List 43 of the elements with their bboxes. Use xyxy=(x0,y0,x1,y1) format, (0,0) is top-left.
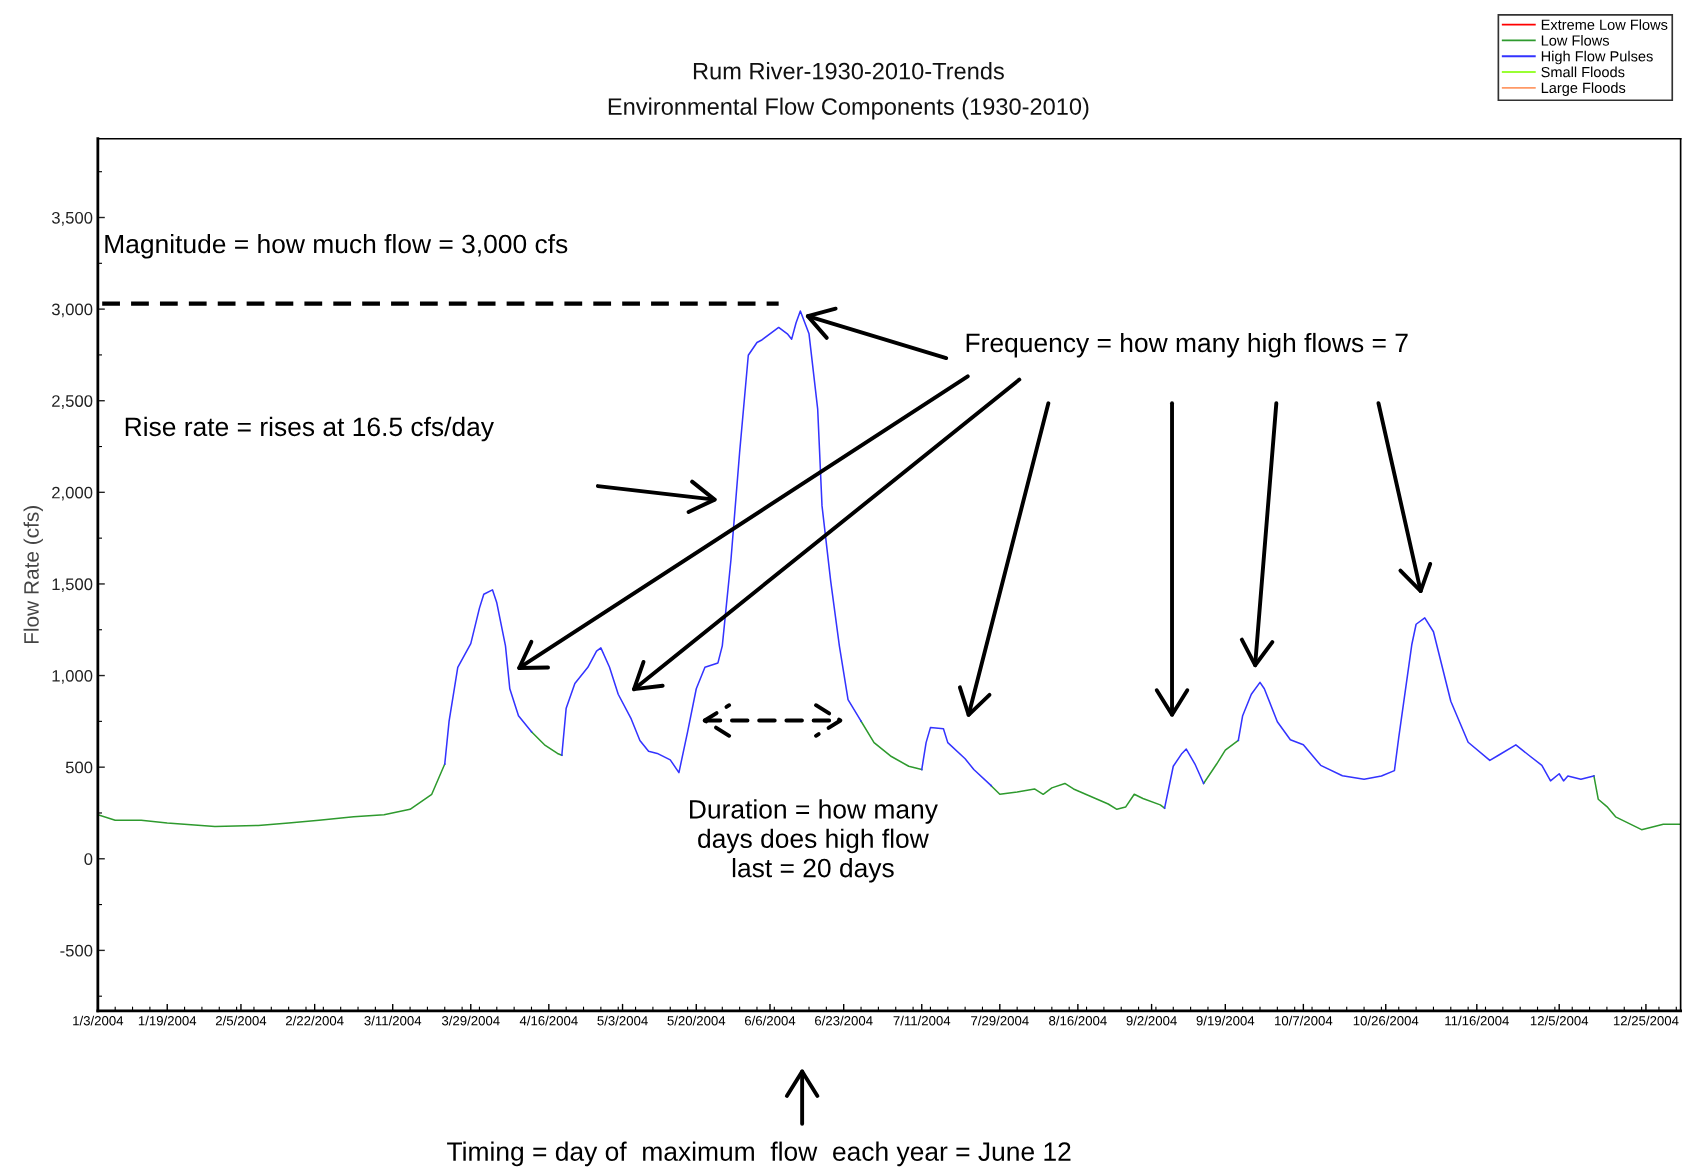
x-tick-label: 5/3/2004 xyxy=(597,1015,648,1026)
x-tick-label: 9/2/2004 xyxy=(1126,1015,1177,1026)
chart-title: Rum River-1930-2010-Trends xyxy=(693,62,1004,80)
x-tick-label: 1/19/2004 xyxy=(138,1015,197,1026)
y-tick-label: 1,500 xyxy=(52,578,93,593)
x-tick-label: 6/6/2004 xyxy=(744,1015,796,1026)
x-tick-label: 12/5/2004 xyxy=(1530,1015,1589,1026)
x-tick-label: 3/29/2004 xyxy=(441,1015,500,1026)
y-tick-label: -500 xyxy=(60,944,93,957)
chart-subtitle: Environmental Flow Components (1930-2010) xyxy=(608,97,1089,120)
legend-label: Low Flows xyxy=(1541,34,1610,46)
text: Timing = day of maximum flow each year = June 12 xyxy=(447,1141,1071,1167)
y-tick-label: 1,000 xyxy=(52,669,93,684)
x-tick-label: 12/25/2004 xyxy=(1613,1015,1679,1026)
annotation: Frequency = how many high flows = 7 xyxy=(966,332,1408,358)
y-axis-title: Flow Rate (cfs) xyxy=(23,506,43,644)
x-tick-label: 9/19/2004 xyxy=(1196,1015,1255,1026)
x-tick-label: 10/26/2004 xyxy=(1353,1015,1419,1026)
annotation: Duration = how many days does high flow last = 20 days xyxy=(690,799,938,883)
x-tick-label: 1/3/2004 xyxy=(73,1015,124,1026)
x-tick-label: 3/11/2004 xyxy=(364,1015,422,1026)
legend-label: Small Floods xyxy=(1541,66,1625,78)
y-tick-label: 3,000 xyxy=(51,303,93,318)
y-tick-label: 3,500 xyxy=(51,211,93,226)
y-tick-label: 2,500 xyxy=(52,395,93,409)
x-tick-label: 2/5/2004 xyxy=(215,1015,267,1026)
x-tick-label: 4/16/2004 xyxy=(519,1015,578,1026)
legend-label: High Flow Pulses xyxy=(1541,50,1653,65)
x-tick-label: 11/16/2004 xyxy=(1445,1015,1509,1026)
x-tick-label: 10/7/2004 xyxy=(1275,1015,1333,1026)
y-tick-label: 2,000 xyxy=(52,486,93,501)
legend-label: Extreme Low Flows xyxy=(1541,19,1668,30)
annotation: Magnitude = how much flow = 3,000 cfs xyxy=(105,233,568,259)
x-tick-label: 2/22/2004 xyxy=(285,1015,344,1026)
x-tick-label: 6/23/2004 xyxy=(815,1015,873,1026)
x-tick-label: 7/11/2004 xyxy=(893,1015,951,1026)
x-tick-label: 8/16/2004 xyxy=(1049,1015,1107,1026)
x-tick-label: 5/20/2004 xyxy=(667,1015,726,1026)
y-tick-label: 500 xyxy=(65,761,93,774)
annotation: Rise rate = rises at 16.5 cfs/day xyxy=(125,416,494,442)
legend-label: Large Floods xyxy=(1541,82,1626,96)
y-tick-label: 0 xyxy=(84,853,93,865)
x-tick-label: 7/29/2004 xyxy=(971,1015,1029,1026)
